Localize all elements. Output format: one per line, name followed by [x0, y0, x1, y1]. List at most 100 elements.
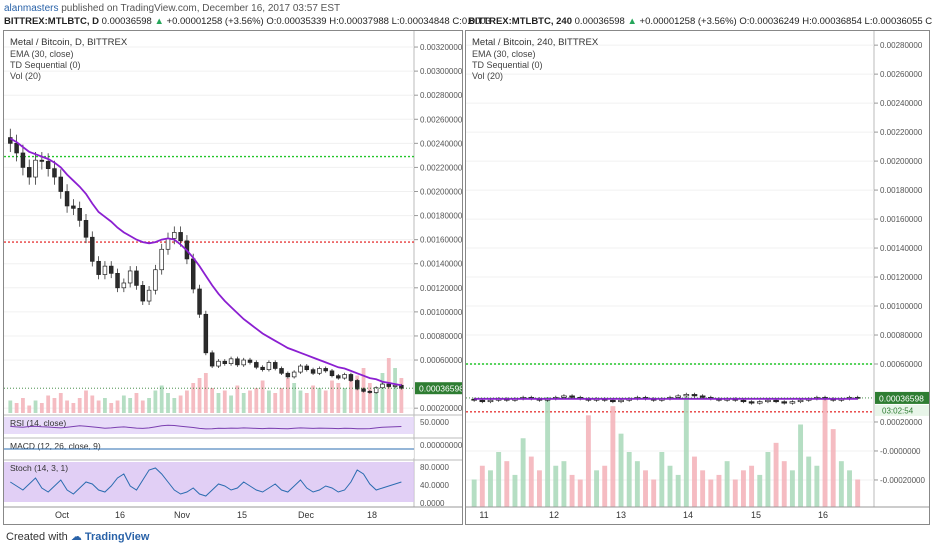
y-tick-label: -0.0000000 — [880, 447, 921, 456]
candle-body — [479, 399, 486, 403]
volume-bar — [380, 373, 385, 413]
volume-bar — [553, 465, 559, 507]
candle-body — [691, 394, 698, 397]
volume-bar — [610, 406, 616, 507]
candle-body — [83, 220, 89, 238]
x-tick-label: 13 — [616, 510, 626, 520]
right-ticker: BITTREX:MTLBTC, 240 — [468, 16, 572, 27]
candle-body — [197, 288, 202, 315]
x-tick-label: 14 — [683, 510, 693, 520]
volume-bar — [39, 403, 44, 413]
last-price-tag — [875, 391, 929, 404]
y-tick-label: 0.00060000 — [420, 356, 462, 365]
right-ticker-line: BITTREX:MTLBTC, 240 0.00036598 ▲ +0.0000… — [468, 16, 932, 27]
volume-bar — [203, 373, 208, 413]
volume-bar — [71, 403, 76, 413]
countdown-tag — [875, 404, 929, 416]
x-tick-label: 16 — [115, 510, 125, 520]
x-tick-label: Nov — [174, 510, 191, 520]
daily-chart-svg[interactable]: 0.00320000 0.00300000 0.00280000 0.00260000… — [4, 31, 464, 524]
candle-body — [569, 395, 575, 398]
candle-body — [298, 365, 303, 373]
candle-body — [781, 401, 788, 404]
volume-bar — [773, 442, 779, 507]
volume-bar — [342, 388, 347, 413]
y-tick-label: 0.00220000 — [420, 163, 462, 172]
volume-bar — [229, 395, 233, 413]
left-change: +0.00001258 (+3.56%) — [166, 16, 264, 27]
y-tick-label: 0.00280000 — [420, 91, 462, 100]
indicator-label: EMA (30, close) — [472, 49, 536, 59]
volume-bar — [692, 456, 697, 507]
candle-body — [71, 205, 76, 209]
volume-bar — [512, 474, 518, 507]
volume-bar — [393, 368, 397, 413]
author-link[interactable]: alanmasters — [4, 3, 59, 14]
candle-body — [159, 248, 164, 271]
candle-body — [108, 265, 114, 274]
volume-bar — [304, 393, 309, 413]
volume-bar — [185, 390, 189, 413]
pane-tick-label: 80.0000 — [420, 463, 449, 472]
candle-body — [773, 399, 779, 403]
x-tick-label: Oct — [55, 510, 70, 520]
y-tick-label: 0.00220000 — [880, 128, 923, 137]
volume-bar — [254, 388, 259, 413]
volume-bar — [749, 465, 755, 507]
indicator-label: Vol (20) — [10, 71, 41, 81]
volume-bar — [115, 400, 120, 413]
candle-body — [329, 370, 335, 377]
y-tick-label: 0.00160000 — [880, 215, 923, 224]
right-close: 0.00036598 — [574, 16, 625, 27]
volume-bar — [585, 415, 591, 507]
y-tick-label: 0.00260000 — [880, 70, 923, 79]
volume-bar — [822, 397, 828, 507]
last-price-tag — [415, 382, 462, 395]
countdown-label: 03:02:54 — [882, 406, 914, 415]
candle-body — [342, 374, 347, 379]
volume-bar — [374, 388, 379, 413]
candle-body — [317, 368, 322, 374]
chart-title: Metal / Bitcoin, D, BITTREX — [10, 37, 128, 48]
four-hour-chart-svg[interactable]: 0.00280000 0.00260000 0.00240000 0.00220000… — [466, 31, 929, 524]
candle-body — [77, 208, 82, 221]
volume-bar — [330, 380, 334, 413]
pane-tick-label: 0.00000000 — [420, 441, 462, 450]
candle-body — [797, 399, 804, 403]
last-price-label: 0.00036598 — [419, 384, 462, 394]
volume-bar — [96, 400, 101, 413]
volume-bar — [311, 385, 315, 413]
y-tick-label: 0.00280000 — [880, 41, 923, 50]
pane-label: RSI (14, close) — [10, 418, 66, 428]
tradingview-logo-text[interactable]: TradingView — [84, 531, 150, 543]
right-ohlc: O:0.00036249 H:0.00036854 L:0.00036055 C… — [739, 16, 932, 27]
volume-bar — [798, 424, 804, 507]
pane-line — [10, 424, 402, 430]
y-tick-label: 0.00240000 — [420, 139, 462, 148]
volume-bar — [14, 403, 19, 413]
candle-body — [140, 285, 146, 302]
x-tick-label: 18 — [367, 510, 377, 520]
volume-bar — [77, 398, 82, 413]
volume-bar — [700, 470, 706, 507]
candle-body — [336, 375, 341, 379]
up-arrow-icon: ▲ — [154, 16, 164, 27]
candle-body — [740, 399, 747, 403]
y-tick-label: 0.00180000 — [420, 212, 462, 221]
candle-body — [58, 176, 64, 192]
x-tick-label: Dec — [298, 510, 315, 520]
volume-bar — [166, 393, 170, 413]
candle-body — [52, 168, 57, 178]
daily-chart-panel[interactable]: 0.00320000 0.00300000 0.00280000 0.00260000… — [3, 30, 464, 525]
volume-bar — [732, 479, 738, 507]
volume-bar — [838, 461, 844, 507]
four-hour-chart-panel[interactable]: 0.00280000 0.00260000 0.00240000 0.00220000… — [465, 30, 930, 525]
candle-body — [165, 238, 171, 250]
y-tick-label: 0.00060000 — [880, 360, 923, 369]
ema-30-line — [9, 137, 402, 387]
candle-body — [153, 269, 158, 291]
candle-body — [291, 371, 297, 378]
volume-bar — [594, 470, 600, 507]
candle-body — [323, 368, 328, 372]
volume-bar — [134, 393, 139, 413]
